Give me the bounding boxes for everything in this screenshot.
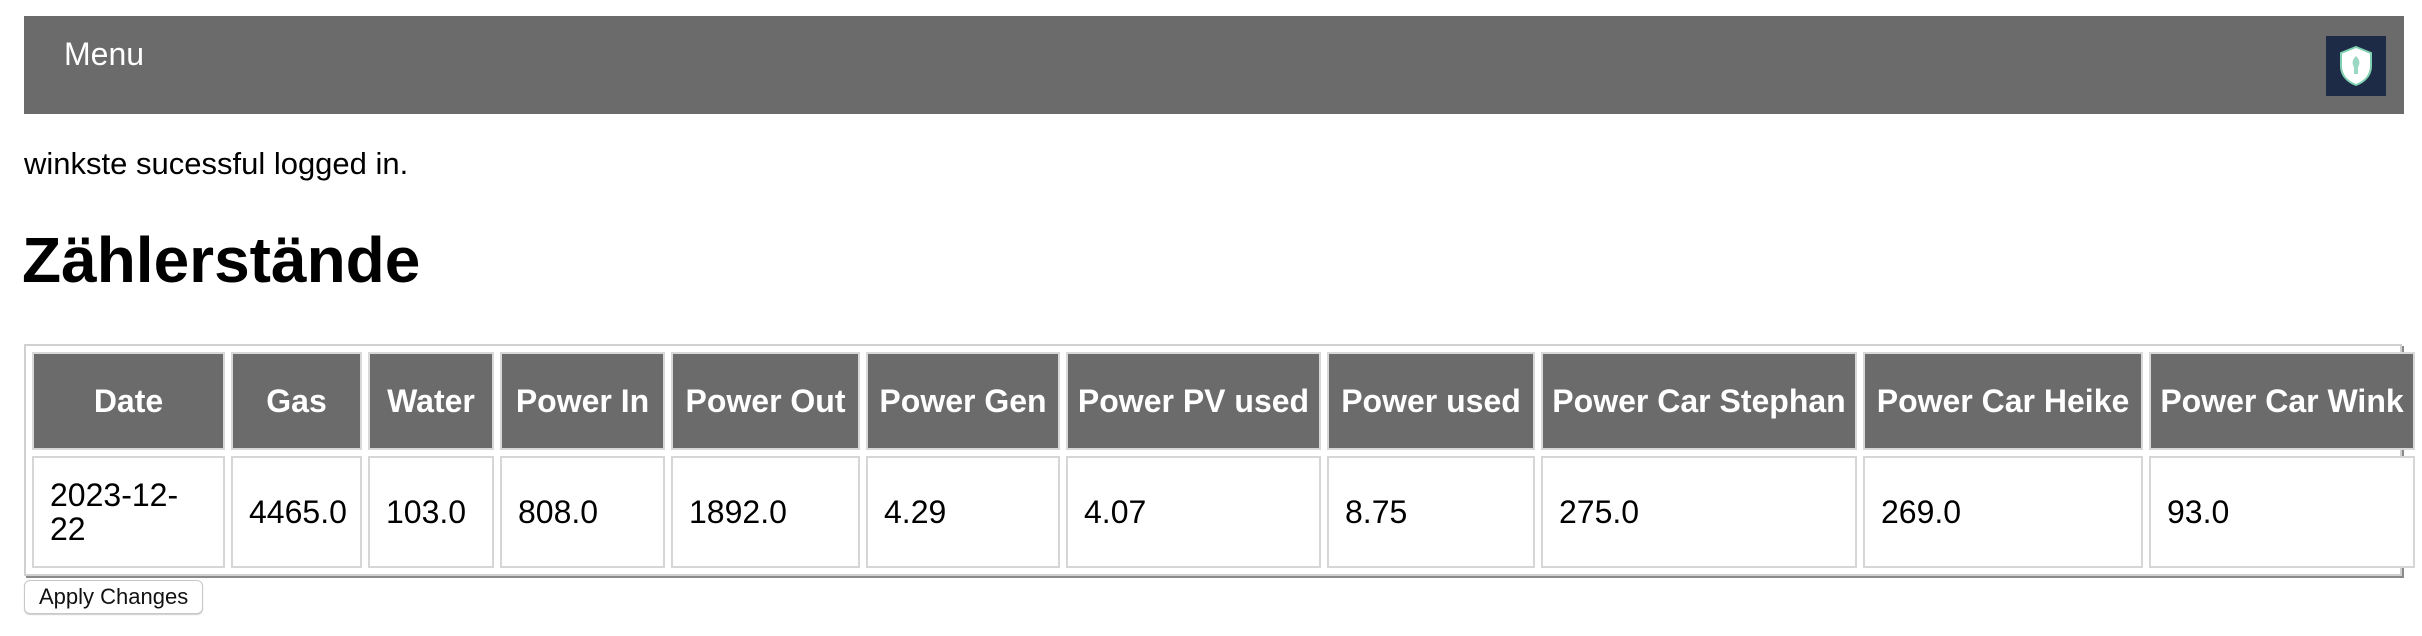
cell-power-car-stephan[interactable]: 275.0 — [1541, 456, 1857, 568]
column-header-gas: Gas — [231, 352, 362, 450]
cell-power-car-wink[interactable]: 93.0 — [2149, 456, 2415, 568]
logo — [2326, 36, 2386, 96]
cell-power-out[interactable]: 1892.0 — [671, 456, 860, 568]
menu-button[interactable]: Menu — [64, 36, 145, 72]
cell-power-used[interactable]: 8.75 — [1327, 456, 1535, 568]
meter-readings-table-container: Date Gas Water Power In Power Out Power … — [24, 344, 2415, 576]
cell-gas[interactable]: 4465.0 — [231, 456, 362, 568]
column-header-water: Water — [368, 352, 494, 450]
column-header-power-gen: Power Gen — [866, 352, 1060, 450]
column-header-power-car-wink: Power Car Wink — [2149, 352, 2415, 450]
cell-date[interactable]: 2023-12-22 — [32, 456, 225, 568]
table-header-row: Date Gas Water Power In Power Out Power … — [32, 352, 2415, 450]
page-title: Zählerstände — [22, 224, 421, 296]
cell-power-gen[interactable]: 4.29 — [866, 456, 1060, 568]
column-header-date: Date — [32, 352, 225, 450]
column-header-power-in: Power In — [500, 352, 665, 450]
table-row: 2023-12-22 4465.0 103.0 808.0 1892.0 4.2… — [32, 456, 2415, 568]
cell-water[interactable]: 103.0 — [368, 456, 494, 568]
cell-power-car-heike[interactable]: 269.0 — [1863, 456, 2143, 568]
cell-power-pv-used[interactable]: 4.07 — [1066, 456, 1321, 568]
column-header-power-car-stephan: Power Car Stephan — [1541, 352, 1857, 450]
column-header-power-used: Power used — [1327, 352, 1535, 450]
cell-power-in[interactable]: 808.0 — [500, 456, 665, 568]
column-header-power-out: Power Out — [671, 352, 860, 450]
login-status-message: winkste sucessful logged in. — [24, 146, 409, 181]
column-header-power-car-heike: Power Car Heike — [1863, 352, 2143, 450]
meter-readings-table: Date Gas Water Power In Power Out Power … — [26, 346, 2421, 574]
top-navigation-bar: Menu — [24, 16, 2404, 114]
apply-changes-button[interactable]: Apply Changes — [24, 580, 204, 614]
column-header-power-pv-used: Power PV used — [1066, 352, 1321, 450]
shield-icon — [2340, 45, 2372, 87]
